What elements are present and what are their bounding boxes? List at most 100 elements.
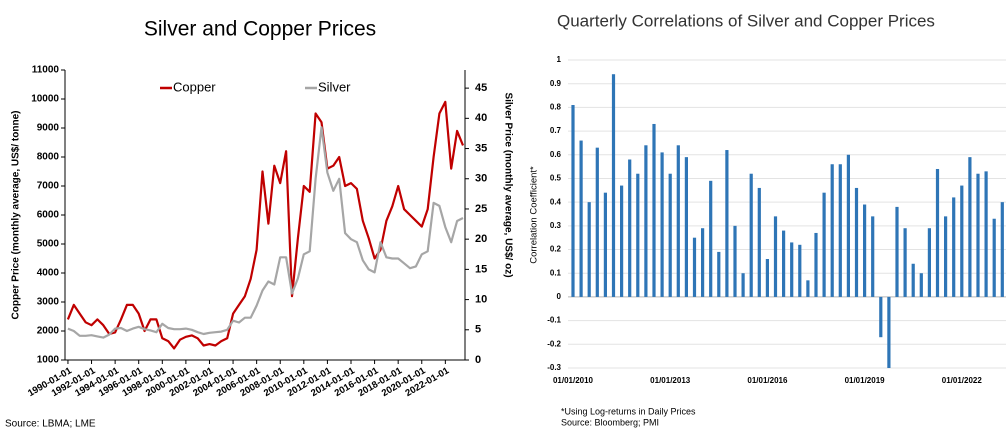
bar <box>976 173 980 297</box>
bar <box>911 263 915 297</box>
bar <box>798 244 802 297</box>
y-tick-label: 0.5 <box>550 174 562 183</box>
legend-label: Silver <box>318 79 351 94</box>
y2-axis-label: Silver Price (monthly average, US$/ oz) <box>502 92 513 277</box>
y-tick-label: 2000 <box>37 326 60 337</box>
bar <box>790 242 794 297</box>
bar <box>636 173 640 297</box>
y-tick-label: 6000 <box>37 210 60 221</box>
bar <box>846 154 850 297</box>
x-tick-label: 01/01/2022 <box>942 376 983 385</box>
bar <box>984 171 988 297</box>
y-tick-label: 0.3 <box>550 221 562 230</box>
chart-title: Quarterly Correlations of Silver and Cop… <box>557 11 935 30</box>
y-tick-label: 0.2 <box>550 245 562 254</box>
y-tick-label: 5000 <box>37 239 60 250</box>
y-tick-label: 4000 <box>37 268 60 279</box>
y-tick-label: 0.4 <box>550 197 562 206</box>
bar <box>741 273 745 297</box>
bar <box>960 185 964 297</box>
y-tick-label: 0.7 <box>550 126 562 135</box>
bar <box>644 145 648 297</box>
bar <box>830 164 834 297</box>
y2-tick-label: 5 <box>475 324 481 336</box>
bar <box>628 159 632 297</box>
y-tick-label: 1 <box>557 55 562 64</box>
y2-tick-label: 20 <box>475 233 487 245</box>
y-axis-label: Copper Price (monthly average, US$/ tonn… <box>11 111 22 320</box>
bar <box>879 296 883 338</box>
bar <box>782 230 786 297</box>
bar <box>822 192 826 297</box>
series-line <box>66 100 465 350</box>
bar <box>733 225 737 297</box>
bar <box>725 150 729 297</box>
bar <box>935 168 940 297</box>
note: *Using Log-returns in Daily Prices <box>561 406 696 416</box>
y2-tick-label: 25 <box>475 203 487 215</box>
x-tick-label: 01/01/2019 <box>845 376 886 385</box>
x-tick-label: 01/01/2010 <box>553 376 594 385</box>
x-tick-label: 01/01/2013 <box>650 376 691 385</box>
y-axis-label: Correlation Coefficient* <box>529 166 540 264</box>
bar <box>1000 202 1004 297</box>
bar <box>587 202 591 297</box>
y2-tick-label: 40 <box>475 112 487 124</box>
y2-tick-label: 30 <box>475 173 487 185</box>
y2-tick-label: 15 <box>475 263 487 275</box>
bar <box>620 185 624 297</box>
bar <box>701 228 705 297</box>
bar <box>814 232 818 297</box>
y-tick-label: 1000 <box>37 355 60 366</box>
bar <box>709 180 713 297</box>
bar <box>895 206 899 297</box>
y2-tick-label: 45 <box>475 82 487 94</box>
y-tick-label: 0.1 <box>550 268 562 277</box>
bar <box>903 228 907 297</box>
bar <box>571 105 575 297</box>
source-note: Source: LBMA; LME <box>5 419 96 430</box>
bar <box>968 157 972 297</box>
bar <box>806 280 810 297</box>
bar <box>611 74 616 297</box>
y-tick-label: 7000 <box>37 181 60 192</box>
x-tick-label: 01/01/2016 <box>747 376 788 385</box>
legend-label: Copper <box>173 79 216 94</box>
y2-tick-label: 10 <box>475 293 487 305</box>
y-tick-label: 0 <box>557 292 562 301</box>
y-tick-label: -0.3 <box>547 363 561 372</box>
series-line <box>67 126 464 339</box>
bar <box>854 187 859 297</box>
bar <box>676 145 680 297</box>
bar <box>684 157 688 297</box>
y-tick-label: 10000 <box>31 94 59 105</box>
y-tick-label: 11000 <box>32 65 60 76</box>
note: Source: Bloomberg; PMI <box>561 417 659 427</box>
y-tick-label: 9000 <box>37 123 60 134</box>
y-tick-label: 3000 <box>37 297 60 308</box>
y-tick-label: 0.9 <box>550 79 562 88</box>
bar <box>765 259 769 297</box>
bar <box>952 197 956 297</box>
bar <box>668 173 672 297</box>
bar <box>871 216 875 297</box>
y-tick-label: -0.1 <box>547 316 561 325</box>
bar <box>773 216 778 297</box>
bar <box>838 164 842 297</box>
bar <box>717 251 721 297</box>
bar <box>652 123 656 297</box>
bar <box>595 147 599 297</box>
bar <box>579 140 583 297</box>
bar <box>749 173 753 297</box>
y-tick-label: -0.2 <box>547 339 561 348</box>
y2-tick-label: 35 <box>475 142 487 154</box>
bar <box>863 204 867 297</box>
bar <box>660 152 664 297</box>
bar <box>603 192 607 297</box>
bar <box>992 218 996 297</box>
y2-tick-label: 0 <box>475 354 481 366</box>
bar <box>757 187 761 297</box>
y-tick-label: 8000 <box>37 152 60 163</box>
y-tick-label: 0.8 <box>550 102 562 111</box>
